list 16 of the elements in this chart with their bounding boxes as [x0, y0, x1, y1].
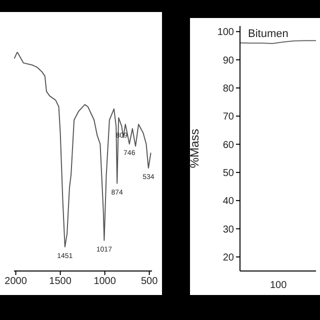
y-tick-label: 70	[222, 112, 234, 123]
x-tick-label: 2000	[4, 276, 28, 288]
series-label: Bitumen	[248, 28, 288, 41]
y-tick-label: 100	[217, 27, 234, 38]
y-axis-title: %Mass	[187, 128, 202, 168]
y-tick-label: 50	[222, 168, 234, 179]
y-tick-label: 30	[222, 224, 234, 236]
y-tick-label: 60	[222, 140, 234, 151]
y-tick-label: 20	[222, 252, 234, 264]
x-tick-label: 1500	[49, 276, 72, 288]
y-tick-label: 80	[222, 84, 234, 95]
text: 100	[270, 280, 287, 291]
x-tick-label: 500	[140, 276, 158, 288]
x-tick-label: 1000	[94, 276, 116, 288]
y-tick-label: 90	[222, 55, 234, 66]
y-tick-label: 40	[222, 196, 234, 208]
